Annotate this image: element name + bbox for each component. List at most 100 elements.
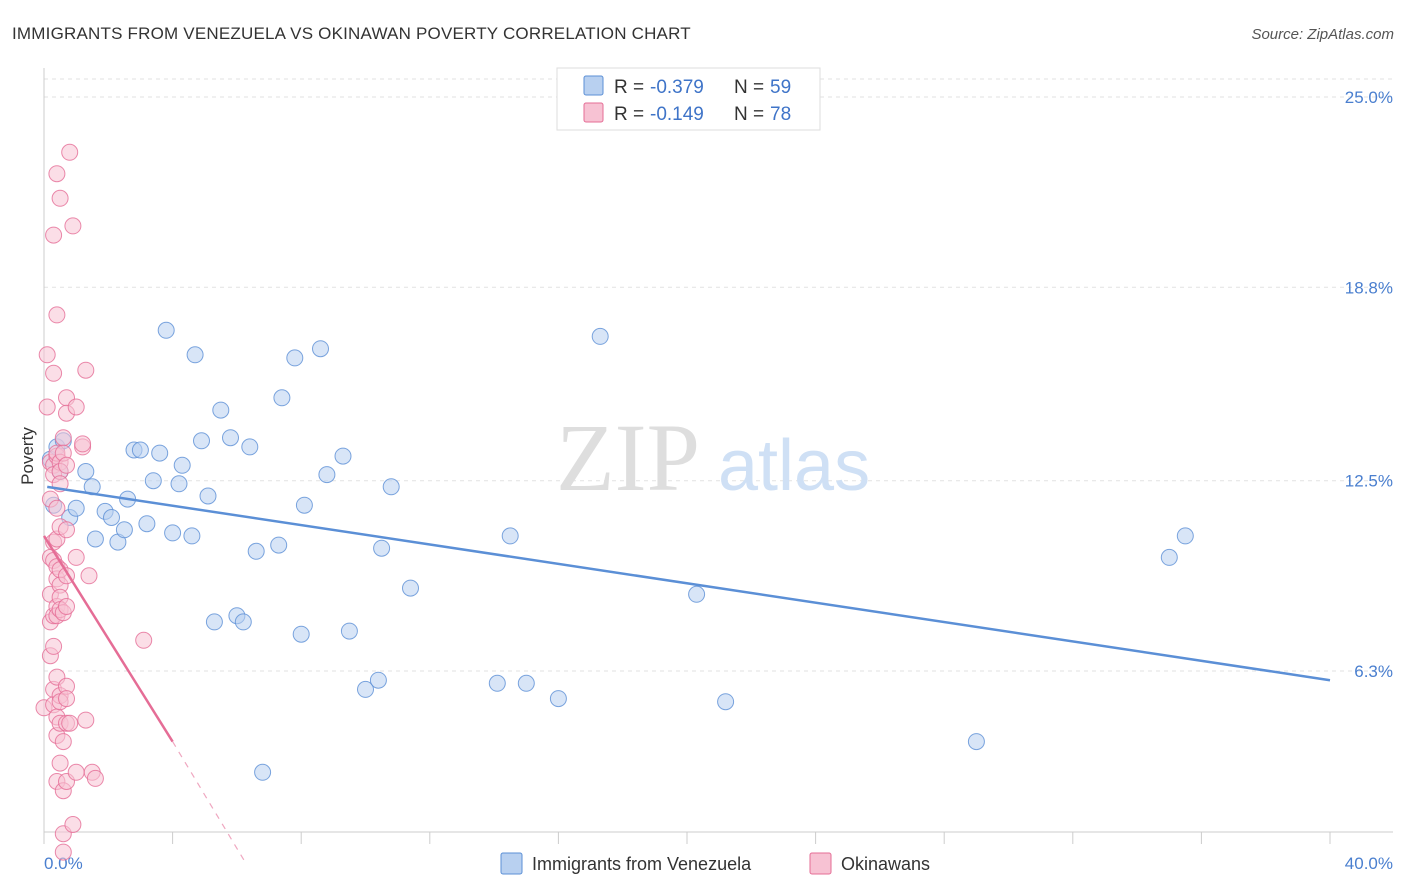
okinawans-trend-extension: [172, 741, 248, 865]
legend-n-value-1: 59: [770, 77, 791, 98]
okinawans-point-33: [51, 189, 69, 207]
venezuela-point-57: [967, 733, 985, 751]
venezuela-point-58: [1160, 548, 1178, 566]
x-tick-label-0: 0.0%: [44, 854, 83, 873]
venezuela-point-23: [173, 456, 191, 474]
venezuela-point-24: [183, 527, 201, 545]
okinawans-point-69: [67, 763, 85, 781]
series-legend-swatch-okinawans: [809, 852, 832, 875]
okinawans-point-75: [86, 769, 104, 787]
venezuela-point-25: [186, 346, 204, 364]
venezuela-point-29: [212, 401, 230, 419]
venezuela-point-38: [286, 349, 304, 367]
series-legend: Immigrants from Venezuela Okinawans: [500, 852, 930, 875]
venezuela-point-30: [222, 429, 239, 447]
venezuela-point-44: [340, 622, 358, 640]
venezuela-point-17: [138, 515, 156, 533]
venezuela-point-48: [382, 478, 400, 496]
venezuela-point-22: [170, 475, 188, 493]
venezuela-point-11: [103, 509, 120, 526]
venezuela-point-6: [67, 499, 85, 517]
okinawans-point-58: [58, 598, 75, 615]
okinawans-point-76: [135, 631, 153, 649]
legend-r-label-2: R =: [614, 104, 644, 125]
legend-n-label-2: N =: [734, 104, 764, 125]
venezuela-point-49: [402, 579, 419, 597]
venezuela-point-45: [357, 680, 374, 698]
legend-swatch-okinawans: [583, 102, 604, 123]
series-legend-label-venezuela: Immigrants from Venezuela: [532, 854, 752, 874]
okinawans-point-19: [48, 165, 66, 183]
venezuela-point-32: [234, 613, 252, 631]
okinawans-point-46: [54, 429, 72, 447]
venezuela-point-33: [241, 438, 259, 456]
x-tick-labels: 0.0% 40.0%: [44, 854, 1393, 873]
venezuela-point-50: [488, 674, 506, 692]
okinawans-point-72: [77, 711, 95, 729]
venezuela-point-36: [270, 536, 288, 554]
okinawans-point-55: [58, 456, 75, 474]
okinawans-point-71: [77, 361, 95, 379]
y-tick-label-1: 12.5%: [1345, 472, 1393, 491]
okinawans-point-20: [48, 306, 66, 324]
venezuela-point-28: [205, 613, 223, 631]
okinawans-point-68: [67, 548, 85, 566]
venezuela-point-34: [247, 542, 265, 560]
venezuela-point-19: [151, 444, 169, 462]
y-tick-label-2: 18.8%: [1345, 278, 1393, 297]
legend-r-value-1: -0.379: [650, 77, 704, 98]
okinawans-point-2: [38, 398, 56, 416]
venezuela-point-13: [115, 521, 133, 539]
x-tick-label-1: 40.0%: [1345, 854, 1393, 873]
watermark-atlas: atlas: [718, 426, 870, 506]
data-points: [35, 143, 1194, 861]
venezuela-point-41: [312, 340, 329, 358]
venezuela-point-43: [334, 447, 352, 465]
y-tick-label-0: 6.3%: [1354, 662, 1393, 681]
venezuela-point-55: [688, 585, 706, 603]
okinawans-point-45: [51, 754, 69, 772]
legend-r-value-2: -0.149: [650, 104, 704, 125]
chart-title: IMMIGRANTS FROM VENEZUELA VS OKINAWAN PO…: [12, 24, 691, 43]
watermark-zip: ZIP: [556, 404, 700, 511]
legend-n-value-2: 78: [770, 104, 791, 125]
venezuela-trend-line: [47, 485, 1331, 682]
okinawans-point-64: [61, 714, 79, 732]
okinawans-point-23: [48, 499, 66, 517]
okinawans-point-10: [45, 364, 63, 382]
okinawans-point-63: [61, 143, 79, 161]
venezuela-point-40: [295, 496, 313, 514]
okinawans-point-73: [80, 567, 98, 585]
venezuela-point-52: [517, 674, 535, 692]
venezuela-point-59: [1176, 527, 1194, 545]
okinawans-point-66: [64, 816, 82, 833]
okinawans-trend-line: [42, 535, 174, 743]
venezuela-point-37: [273, 389, 291, 407]
venezuela-point-51: [501, 527, 519, 545]
venezuela-point-21: [164, 524, 182, 542]
stats-legend: R = -0.379 N = 59 R = -0.149 N = 78: [556, 67, 821, 131]
okinawans-point-9: [45, 226, 63, 244]
okinawans-point-65: [64, 217, 82, 235]
okinawans-point-67: [67, 398, 85, 416]
y-tick-label-3: 25.0%: [1345, 88, 1393, 107]
venezuela-point-35: [254, 763, 272, 781]
okinawans-point-56: [58, 521, 75, 539]
venezuela-point-18: [144, 472, 162, 490]
venezuela-point-42: [318, 466, 336, 484]
venezuela-point-56: [717, 693, 735, 711]
okinawans-point-16: [45, 637, 63, 655]
legend-swatch-venezuela: [583, 75, 604, 96]
venezuela-point-7: [77, 463, 95, 480]
venezuela-point-39: [292, 625, 310, 643]
okinawans-point-49: [54, 733, 72, 751]
venezuela-point-53: [549, 690, 567, 708]
okinawans-point-52: [54, 843, 72, 861]
venezuela-point-20: [157, 321, 175, 339]
series-legend-label-okinawans: Okinawans: [841, 854, 930, 874]
venezuela-point-47: [373, 539, 391, 557]
legend-r-label-1: R =: [614, 77, 644, 98]
venezuela-point-27: [199, 487, 217, 505]
okinawans-point-60: [58, 690, 75, 708]
